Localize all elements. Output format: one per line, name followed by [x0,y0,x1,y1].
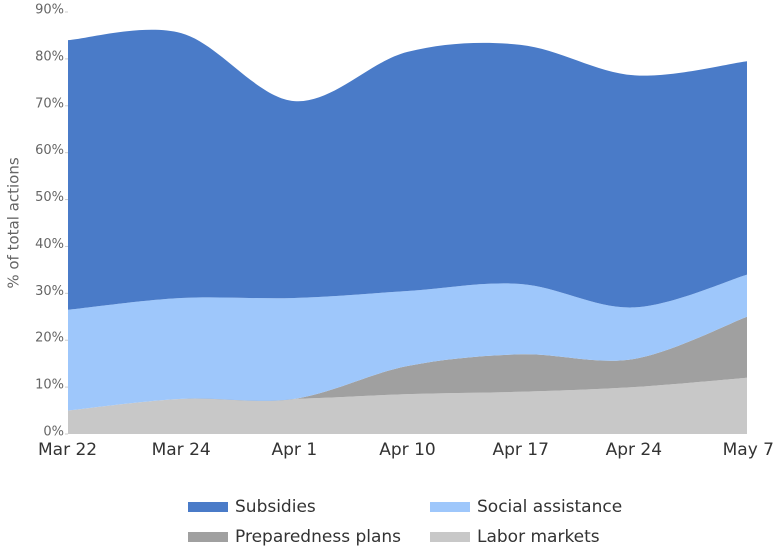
x-tick-label: Apr 10 [379,440,435,460]
x-tick-label: Apr 17 [492,440,548,460]
y-tick-label: 10% [35,378,64,393]
area [68,29,747,310]
y-tick-label: 80% [35,49,64,64]
legend-label: Labor markets [477,527,600,547]
y-tick-label: 90% [35,3,64,18]
x-tick-label: Mar 22 [38,440,97,460]
legend-label: Preparedness plans [235,527,401,547]
y-tick-label: 20% [35,331,64,346]
x-tick-label: Mar 24 [152,440,211,460]
x-tick-label: Apr 24 [606,440,662,460]
legend-swatch [188,502,228,512]
legend-swatch [430,532,470,542]
area [68,377,747,434]
y-tick-label: 40% [35,237,64,252]
area [68,274,747,411]
area [68,316,747,411]
y-axis-label: % of total actions [5,157,23,288]
legend-label: Social assistance [477,497,622,517]
legend-swatch [188,532,228,542]
y-tick-label: 0% [43,425,64,440]
x-tick-label: Apr 1 [272,440,318,460]
y-tick-label: 50% [35,190,64,205]
legend-label: Subsidies [235,497,316,517]
legend-swatch [430,502,470,512]
y-tick-label: 70% [35,96,64,111]
y-tick-label: 60% [35,143,64,158]
x-tick-label: May 7 [723,440,774,460]
y-tick-label: 30% [35,284,64,299]
